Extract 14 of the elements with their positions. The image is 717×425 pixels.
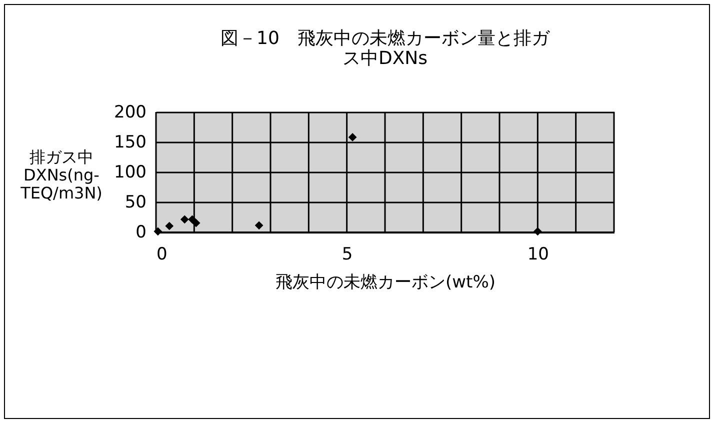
x-tick-label: 0 xyxy=(156,244,168,264)
y-tick-label: 150 xyxy=(114,132,146,152)
y-tick-label: 0 xyxy=(136,222,146,242)
text: ス中DXNs xyxy=(342,48,428,69)
y-tick-label: 200 xyxy=(114,102,146,122)
x-tick-label: 5 xyxy=(342,244,353,264)
text: 排ガス中 xyxy=(30,148,94,166)
text: TEQ/m3N) xyxy=(20,184,102,202)
x-axis-title: 飛灰中の未燃カーボン(wt%) xyxy=(276,272,496,292)
text: 図－10 飛灰中の未燃カーボン量と排ガ xyxy=(220,28,550,49)
text: DXNs(ng- xyxy=(24,166,100,184)
y-tick-label: 100 xyxy=(114,162,146,182)
x-tick-label: 10 xyxy=(527,244,549,264)
y-tick-label: 50 xyxy=(124,192,146,212)
